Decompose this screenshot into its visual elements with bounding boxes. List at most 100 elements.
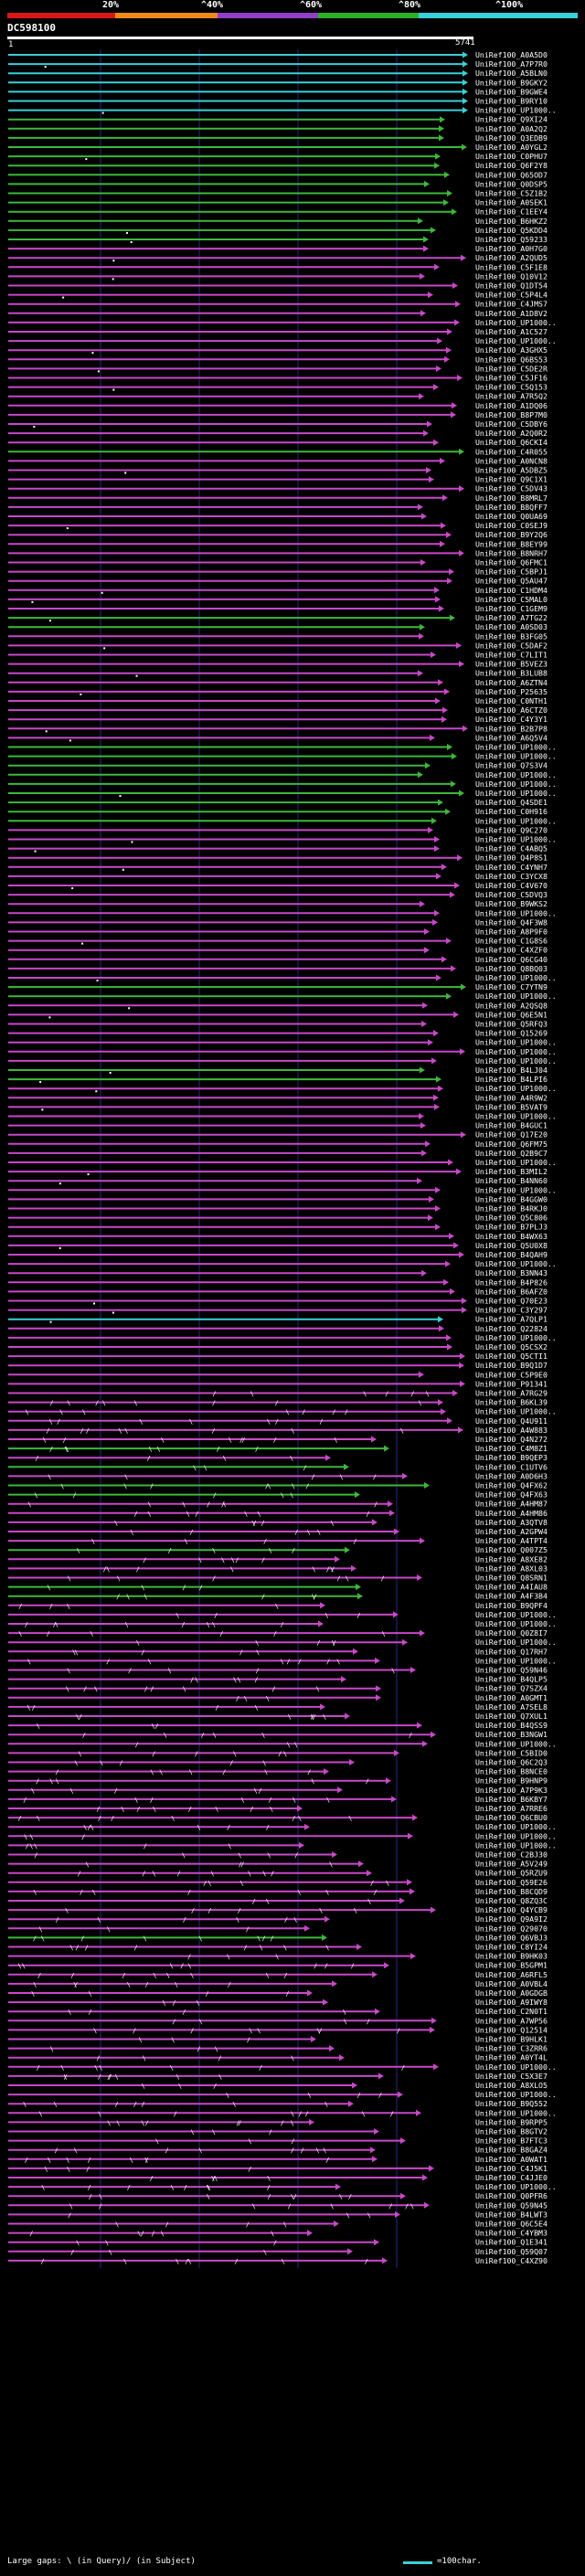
hit-label[interactable]: UniRef100_A6ZTN4	[475, 678, 548, 687]
hit-label[interactable]: UniRef100_Q6F2Y8	[475, 161, 548, 170]
hit-row[interactable]: \ / \ / \ / \ UniRef100_B8CQD9	[8, 1887, 548, 1896]
hit-row[interactable]: UniRef100_C5DE2R	[8, 364, 548, 373]
hit-row[interactable]: \ / \ UniRef100_Q8ZQ3C	[8, 1896, 548, 1905]
hit-row[interactable]: UniRef100_A7TG22	[8, 613, 548, 622]
hit-row[interactable]: UniRef100_A1D8V2	[8, 309, 548, 318]
hit-row[interactable]: \ / \ / \ / \ UniRef100_UP1000..	[8, 2062, 557, 2072]
hit-row[interactable]: \ / \ / UniRef100_C2N0T1	[8, 2007, 548, 2016]
hit-label[interactable]: UniRef100_UP1000..	[475, 991, 557, 1001]
hit-row[interactable]: UniRef100_A1DQ06	[8, 401, 548, 410]
hit-row[interactable]: UniRef100_Q9XI24	[8, 115, 548, 124]
hit-row[interactable]: UniRef100_A7P7R0	[8, 59, 548, 69]
hit-row[interactable]: \ / \/UniRef100_A5V249	[8, 1860, 548, 1869]
hit-row[interactable]: \/\ UniRef100_B4QSS9	[8, 1721, 548, 1730]
hit-row[interactable]: \ / \ / \ / \ / UniRef100_B8GAZ4	[8, 2146, 548, 2155]
hit-row[interactable]: UniRef100_Q22824	[8, 1324, 548, 1333]
hit-row[interactable]: UniRef100_A7R5Q2	[8, 392, 548, 401]
hit-label[interactable]: UniRef100_Q4YCB9	[475, 1905, 548, 1914]
hit-label[interactable]: UniRef100_Q6CBU0	[475, 1813, 548, 1822]
hit-label[interactable]: UniRef100_C1EEY4	[475, 207, 548, 217]
hit-row[interactable]: \ / \ / UniRef100_A0YT4L	[8, 2053, 548, 2062]
hit-row[interactable]: \ / \ UniRef100_B7FTC3	[8, 2136, 548, 2146]
hit-label[interactable]: UniRef100_UP1000..	[475, 1112, 557, 1121]
hit-row[interactable]: UniRef100_A7QLP1	[8, 1315, 548, 1324]
hit-label[interactable]: UniRef100_A6CTZ0	[475, 705, 548, 715]
hit-label[interactable]: UniRef100_UP1000..	[475, 1822, 557, 1831]
hit-row[interactable]: UniRef100_B6HKZ2	[8, 217, 548, 226]
hit-row[interactable]: UniRef100_UP1000..	[8, 336, 557, 345]
hit-label[interactable]: UniRef100_Q9A9I2	[475, 1914, 548, 1924]
hit-row[interactable]: \ / \/\/\/UniRef100_Q12514	[8, 2025, 548, 2034]
hit-row[interactable]: UniRef100_C5DAF2	[8, 641, 548, 650]
hit-label[interactable]: UniRef100_A2Q0R2	[475, 429, 548, 438]
hit-row[interactable]: \ / \/\/\ / UniRef100_Q4N272	[8, 1435, 548, 1444]
hit-row[interactable]: UniRef100_Q4P8S1	[8, 853, 548, 863]
hit-row[interactable]: \ / \ UniRef100_Q1E341	[8, 2238, 548, 2247]
hit-label[interactable]: UniRef100_C5DE2R	[475, 364, 548, 373]
hit-label[interactable]: UniRef100_Q4F3W8	[475, 917, 548, 927]
hit-row[interactable]: \ / \ / UniRef100_A4TPT4	[8, 1536, 548, 1545]
hit-label[interactable]: UniRef100_C4Y3Y1	[475, 715, 548, 724]
hit-label[interactable]: UniRef100_B8CQD9	[475, 1887, 548, 1896]
hit-row[interactable]: \/\ / \/UniRef100_C5BID0	[8, 1748, 548, 1757]
hit-label[interactable]: UniRef100_B8NCE0	[475, 1767, 548, 1776]
hit-label[interactable]: UniRef100_C1GEM9	[475, 604, 548, 613]
hit-label[interactable]: UniRef100_A7P9K3	[475, 1786, 548, 1795]
hit-label[interactable]: UniRef100_UP1000..	[475, 752, 557, 761]
hit-row[interactable]: \ / \ / \ / UniRef100_B3NGW1	[8, 1730, 548, 1739]
hit-row[interactable]: UniRef100_C0H916	[8, 807, 548, 816]
hit-row[interactable]: UniRef100_Q5C806	[8, 1214, 548, 1223]
hit-row[interactable]: \ / \ / \ / UniRef100_Q4YCB9	[8, 1905, 548, 1914]
hit-row[interactable]: UniRef100_C1HDM4	[8, 586, 548, 595]
hit-row[interactable]: \/\/\ UniRef100_A3QTV8	[8, 1518, 548, 1527]
hit-row[interactable]: UniRef100_UP1000..	[8, 318, 557, 327]
hit-row[interactable]: \ / \ UniRef100_A8XLO5	[8, 2081, 548, 2090]
hit-row[interactable]: UniRef100_Q65OD7	[8, 170, 548, 179]
hit-label[interactable]: UniRef100_Q59N45	[475, 2200, 548, 2210]
hit-label[interactable]: UniRef100_B9GWE4	[475, 87, 548, 96]
hit-label[interactable]: UniRef100_C0NTH1	[475, 696, 548, 705]
hit-row[interactable]: UniRef100_C4XZF0	[8, 946, 548, 955]
hit-row[interactable]: UniRef100_B4WX63	[8, 1232, 548, 1241]
hit-label[interactable]: UniRef100_B8GAZ4	[475, 2146, 548, 2155]
hit-label[interactable]: UniRef100_UP1000..	[475, 1084, 557, 1093]
hit-row[interactable]: \ / \ / \ / \ UniRef100_B9Q552	[8, 2099, 548, 2108]
hit-row[interactable]: UniRef100_C4V670	[8, 881, 548, 890]
hit-label[interactable]: UniRef100_UP1000..	[475, 973, 557, 982]
hit-row[interactable]: UniRef100_C1G8S6	[8, 937, 548, 946]
hit-label[interactable]: UniRef100_C4XZ90	[475, 2256, 548, 2265]
hit-row[interactable]: \/\/\/\/UniRef100_Q0PFR6	[8, 2191, 548, 2200]
hit-row[interactable]: \ / \ / \ UniRef100_C2BJ30	[8, 1850, 548, 1860]
hit-label[interactable]: UniRef100_Q6CG40	[475, 955, 548, 964]
hit-row[interactable]: \ / \ UniRef100_B9HLK1	[8, 2035, 548, 2044]
hit-label[interactable]: UniRef100_C4V670	[475, 881, 548, 890]
hit-label[interactable]: UniRef100_Q2B9C7	[475, 1149, 548, 1158]
hit-label[interactable]: UniRef100_Q9C1X1	[475, 475, 548, 484]
hit-row[interactable]: UniRef100_UP1000..	[8, 973, 557, 982]
hit-row[interactable]: UniRef100_C5BPJ1	[8, 567, 548, 577]
hit-row[interactable]: \ / \ UniRef100_UP1000..	[8, 1739, 557, 1748]
hit-label[interactable]: UniRef100_UP1000..	[475, 106, 557, 115]
hit-label[interactable]: UniRef100_P25635	[475, 687, 548, 696]
hit-label[interactable]: UniRef100_B6KL39	[475, 1398, 548, 1407]
hit-label[interactable]: UniRef100_Q8BQ03	[475, 964, 548, 973]
hit-row[interactable]: UniRef100_Q17E20	[8, 1130, 548, 1140]
hit-label[interactable]: UniRef100_C3Y297	[475, 1306, 548, 1315]
hit-row[interactable]: UniRef100_C5DV43	[8, 484, 548, 493]
hit-row[interactable]: UniRef100_Q6F2Y8	[8, 161, 548, 170]
hit-label[interactable]: UniRef100_A3GHX5	[475, 345, 548, 355]
hit-row[interactable]: UniRef100_UP1000..	[8, 1185, 557, 1194]
hit-label[interactable]: UniRef100_UP1000..	[475, 1047, 557, 1056]
hit-row[interactable]: UniRef100_Q59233	[8, 235, 548, 244]
hit-row[interactable]: \/\ / \/\ UniRef100_Q4FX62	[8, 1481, 548, 1490]
hit-label[interactable]: UniRef100_Q4P8S1	[475, 853, 548, 863]
hit-row[interactable]: \ / \ UniRef100_B8GTV2	[8, 2127, 548, 2136]
hit-row[interactable]: UniRef100_C4R055	[8, 447, 548, 456]
hit-label[interactable]: UniRef100_A1D8V2	[475, 309, 548, 318]
hit-label[interactable]: UniRef100_C4R055	[475, 447, 548, 456]
hit-row[interactable]: UniRef100_Q5CTI1	[8, 1352, 548, 1361]
hit-row[interactable]: UniRef100_Q5RFQ3	[8, 1020, 548, 1029]
hit-label[interactable]: UniRef100_A0D6H3	[475, 1471, 548, 1480]
hit-row[interactable]: \ / \ / \ / \ / UniRef100_Q5RZU9	[8, 1869, 548, 1878]
hit-row[interactable]: UniRef100_UP1000..	[8, 779, 557, 789]
